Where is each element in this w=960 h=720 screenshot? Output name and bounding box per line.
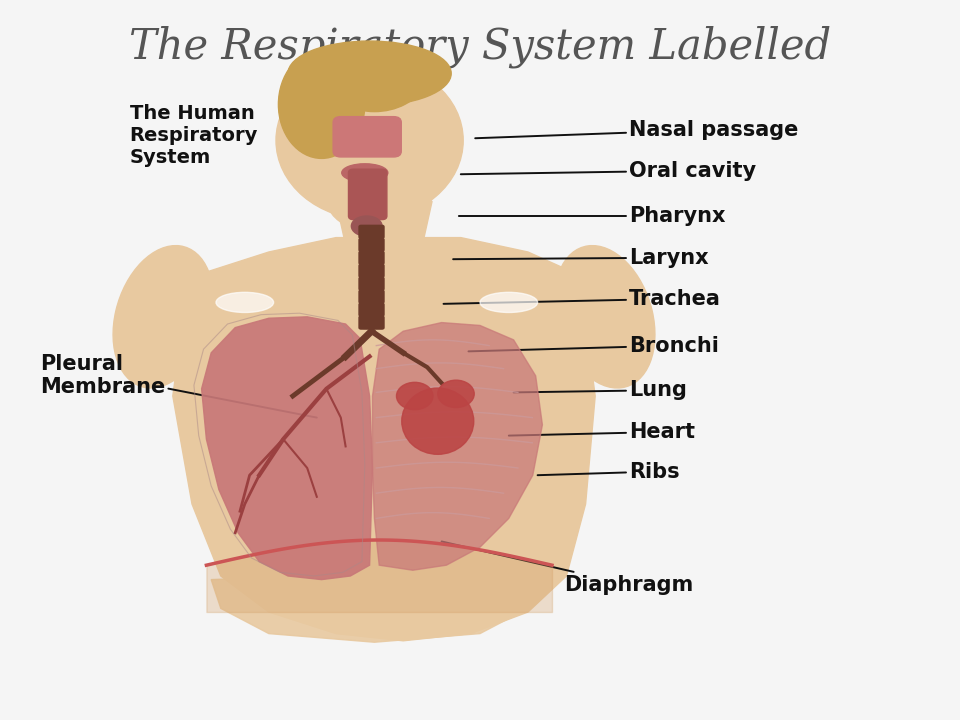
Wedge shape	[324, 72, 424, 112]
Text: Diaphragm: Diaphragm	[442, 541, 694, 595]
Text: Larynx: Larynx	[453, 248, 708, 268]
FancyBboxPatch shape	[359, 238, 384, 251]
FancyBboxPatch shape	[348, 169, 387, 220]
Ellipse shape	[438, 380, 474, 408]
Ellipse shape	[401, 388, 474, 454]
Ellipse shape	[288, 41, 451, 106]
Ellipse shape	[396, 382, 433, 410]
Polygon shape	[202, 317, 372, 580]
FancyBboxPatch shape	[359, 316, 384, 329]
Polygon shape	[211, 576, 538, 642]
Ellipse shape	[216, 292, 274, 312]
Polygon shape	[363, 230, 382, 328]
FancyBboxPatch shape	[359, 264, 384, 277]
Ellipse shape	[555, 246, 655, 388]
FancyBboxPatch shape	[359, 277, 384, 290]
FancyBboxPatch shape	[359, 251, 384, 264]
FancyBboxPatch shape	[359, 303, 384, 316]
Ellipse shape	[276, 61, 464, 220]
Ellipse shape	[351, 216, 382, 236]
Text: Bronchi: Bronchi	[468, 336, 719, 356]
Ellipse shape	[342, 163, 388, 181]
Text: Lung: Lung	[514, 380, 686, 400]
Polygon shape	[336, 180, 432, 245]
Text: Pleural
Membrane: Pleural Membrane	[40, 354, 317, 418]
Text: The Respiratory System Labelled: The Respiratory System Labelled	[129, 25, 831, 68]
Ellipse shape	[480, 292, 538, 312]
Text: Pharynx: Pharynx	[459, 206, 726, 226]
Text: Nasal passage: Nasal passage	[475, 120, 798, 140]
FancyBboxPatch shape	[359, 225, 384, 238]
FancyBboxPatch shape	[333, 117, 401, 157]
Text: Trachea: Trachea	[444, 289, 721, 309]
Polygon shape	[173, 238, 595, 641]
Text: Ribs: Ribs	[538, 462, 680, 482]
Text: The Human
Respiratory
System: The Human Respiratory System	[130, 104, 258, 167]
Ellipse shape	[278, 50, 365, 158]
FancyBboxPatch shape	[359, 290, 384, 303]
Ellipse shape	[113, 246, 213, 388]
Wedge shape	[329, 198, 410, 230]
Polygon shape	[372, 323, 542, 570]
Text: Oral cavity: Oral cavity	[461, 161, 756, 181]
Text: Heart: Heart	[509, 422, 695, 442]
